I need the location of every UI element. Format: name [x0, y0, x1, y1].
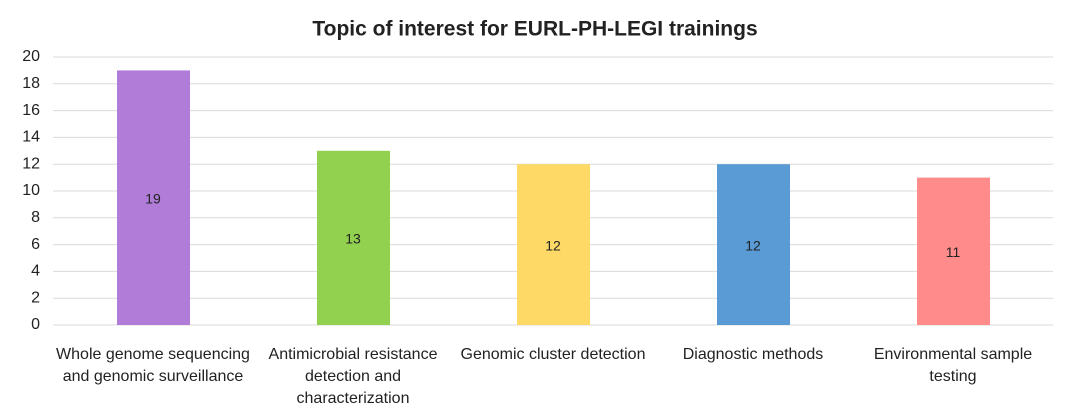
bar [117, 70, 190, 326]
y-tick-label: 10 [22, 182, 40, 199]
data-label: 12 [545, 237, 561, 253]
bar [517, 164, 590, 325]
y-tick-label: 20 [22, 48, 40, 65]
data-label: 19 [145, 190, 161, 206]
x-tick-label: Whole genome sequencing and genomic surv… [56, 346, 250, 385]
y-tick-label: 4 [31, 263, 40, 280]
y-tick-label: 8 [31, 209, 40, 226]
bar [917, 177, 990, 325]
y-tick-label: 16 [22, 102, 40, 119]
bar [717, 164, 790, 325]
y-tick-label: 18 [22, 75, 40, 92]
bar [317, 150, 390, 325]
y-tick-label: 6 [31, 236, 40, 253]
y-tick-label: 12 [22, 155, 40, 172]
y-tick-label: 0 [31, 316, 40, 333]
data-label: 12 [745, 237, 761, 253]
chart-title: Topic of interest for EURL-PH-LEGI train… [312, 18, 757, 41]
y-tick-label: 14 [22, 129, 40, 146]
x-tick-label: Genomic cluster detection [460, 346, 646, 363]
x-tick-label: Diagnostic methods [682, 346, 824, 363]
data-label: 13 [345, 231, 361, 247]
x-tick-label: Environmental sample testing [873, 346, 1033, 385]
x-tick-label: Antimicrobial resistance detection and c… [268, 346, 438, 407]
y-tick-label: 2 [31, 289, 40, 306]
data-label: 11 [946, 244, 961, 260]
